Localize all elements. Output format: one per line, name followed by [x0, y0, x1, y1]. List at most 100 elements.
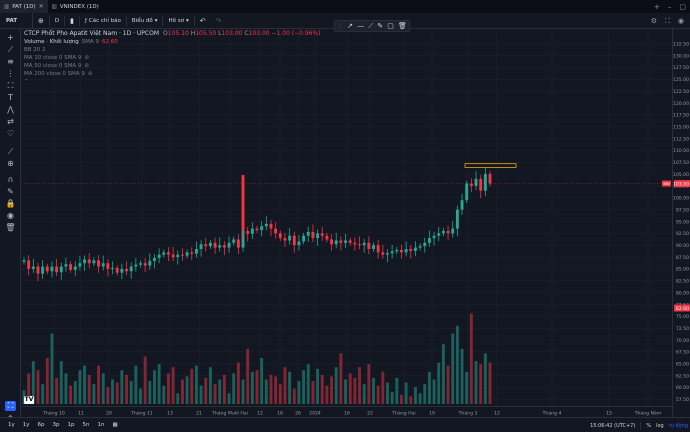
candle — [246, 226, 250, 242]
candles-button[interactable]: ▮ — [65, 13, 79, 29]
interval-button[interactable]: D — [54, 17, 60, 24]
fullscreen-icon[interactable]: ⛶ — [664, 16, 670, 25]
ruler-icon[interactable]: ⟋ — [7, 147, 14, 156]
lock-icon[interactable]: 🔒 — [5, 199, 16, 208]
candle-body — [269, 223, 273, 229]
add-tab-icon[interactable]: + — [654, 2, 660, 11]
legend-indicator-row[interactable]: BB 20 2 — [24, 47, 46, 53]
candle — [250, 222, 254, 240]
legend-indicator-row[interactable]: MA 50 close 0 SMA 9 ⊘ — [24, 63, 90, 69]
rectangle-icon[interactable]: ▢ — [387, 22, 394, 30]
close-icon[interactable]: ✕ — [38, 3, 44, 10]
candle-body — [264, 223, 268, 227]
brush-icon[interactable]: ⋮ — [6, 69, 15, 78]
maximize-icon[interactable]: ▢ — [679, 2, 686, 11]
profile-button[interactable]: Hồ sơ ▾ — [168, 17, 189, 24]
volume-bar — [55, 377, 59, 404]
log-toggle[interactable]: log — [656, 422, 664, 429]
candle-body — [376, 245, 380, 253]
stay-drawing-icon[interactable]: ✎ — [7, 187, 14, 196]
prediction-icon[interactable]: ⇄ — [7, 117, 14, 126]
candle-body — [469, 183, 473, 186]
drawing-tools-icon[interactable]: ⛶ — [5, 401, 16, 411]
cursor-icon[interactable]: ↗ — [347, 22, 354, 30]
time-tick-label: 11 — [78, 411, 84, 417]
candle-body — [288, 235, 292, 241]
price-tick-label: 75.00 — [676, 314, 689, 320]
legend-collapse-button[interactable]: ⌃ — [24, 78, 321, 86]
timeframe-1y-2[interactable]: 1y — [22, 422, 30, 428]
timeframe-5n[interactable]: 5n — [82, 422, 90, 428]
timeframe-1n[interactable]: 1n — [97, 422, 105, 428]
add-symbol-button[interactable]: ⊕ — [33, 13, 49, 29]
candle — [311, 224, 315, 243]
candle-body — [274, 228, 278, 234]
timeframe-3p[interactable]: 3p — [52, 422, 60, 428]
price-tick-label: 80.00 — [676, 290, 689, 296]
clock-readout[interactable]: 15:06:42 (UTC+7) — [590, 422, 636, 429]
heart-icon[interactable]: ♡ — [6, 129, 15, 138]
candle — [157, 248, 161, 264]
chart-button[interactable]: Biểu đồ ▾ — [131, 17, 158, 24]
volume-bar — [45, 358, 49, 404]
brush-icon[interactable]: ✎ — [377, 22, 384, 30]
timeframe-6p[interactable]: 6p — [37, 422, 45, 428]
trend-line-icon[interactable]: ⟋ — [7, 45, 14, 54]
horizontal-line-icon[interactable]: — — [357, 22, 365, 30]
candle-body — [22, 260, 26, 262]
volume-bar — [171, 367, 175, 404]
volume-bar — [97, 365, 101, 404]
tab-pat[interactable]: ▥ PAT (1D) ✕ — [0, 0, 48, 13]
crosshair-icon[interactable]: + — [7, 33, 14, 42]
candle-body — [222, 245, 226, 248]
candle — [353, 237, 357, 251]
gear-icon[interactable]: ⚙ — [650, 17, 657, 25]
candle-body — [50, 266, 54, 272]
volume-bar — [111, 379, 114, 404]
zoom-icon[interactable]: ⊕ — [7, 159, 14, 168]
candle — [427, 230, 431, 247]
geometric-shapes-icon[interactable]: ⛶ — [7, 81, 14, 90]
percent-toggle[interactable]: % — [646, 422, 652, 429]
text-icon[interactable]: T — [8, 93, 13, 102]
drag-handle-icon[interactable]: ⋮ — [337, 22, 344, 30]
legend-indicator-row[interactable]: MA 10 close 0 SMA 9 ⊘ — [24, 55, 90, 61]
legend-indicator-row[interactable]: MA 200 close 0 SMA 9 ⊘ — [24, 71, 93, 77]
time-axis[interactable]: Tháng 10 11 20 Tháng 11 13 21 Tháng Mười Hai 12… — [21, 406, 672, 417]
pattern-icon[interactable]: ⋀ — [7, 105, 14, 114]
candle — [22, 257, 26, 265]
timeframe-1p[interactable]: 1p — [67, 422, 75, 428]
candle — [269, 219, 273, 237]
candle — [148, 253, 152, 270]
tab-vnindex[interactable]: ▥ VNINDEX (1D) — [48, 0, 103, 13]
legend-volume-row[interactable]: Volume · Khối lượng SMA 9 62.60 — [24, 39, 118, 45]
magnet-icon[interactable]: ∩ — [7, 175, 14, 184]
candle — [320, 226, 324, 241]
minimize-icon[interactable]: – — [667, 2, 672, 11]
candle — [358, 236, 361, 250]
volume-bar — [134, 365, 138, 404]
redo-button[interactable]: ↷ — [211, 13, 227, 29]
undo-button[interactable]: ↶ — [195, 13, 211, 29]
symbol-search[interactable]: PAT — [0, 12, 33, 29]
chart-overlay: BW — [21, 163, 672, 187]
trash-icon[interactable]: 🗑 — [5, 223, 16, 232]
volume-bar — [167, 373, 170, 404]
trash-icon[interactable]: 🗑 — [397, 22, 407, 30]
candle — [106, 259, 110, 277]
price-tick-label: 105.00 — [673, 172, 689, 178]
fib-icon[interactable]: ≡ — [7, 57, 14, 66]
camera-icon[interactable]: ◉ — [677, 17, 684, 25]
volume-bar — [87, 374, 91, 404]
trend-line-icon[interactable]: ⟋ — [368, 21, 374, 30]
calendar-icon[interactable]: ▦ — [112, 422, 118, 428]
timeframe-1y[interactable]: 1y — [8, 422, 15, 428]
eye-icon[interactable]: ◉ — [7, 211, 14, 220]
volume-bar — [353, 377, 357, 404]
auto-toggle[interactable]: tự động — [668, 422, 688, 429]
indicators-button[interactable]: ƒ Các chỉ báo — [84, 17, 121, 24]
toolbar-right: ⚙ ⛶ ◉ — [651, 13, 684, 29]
volume-bar — [204, 377, 208, 404]
price-scale[interactable]: 132.50 130.00 127.50 125.00 122.50 120.00 117.… — [672, 29, 690, 417]
